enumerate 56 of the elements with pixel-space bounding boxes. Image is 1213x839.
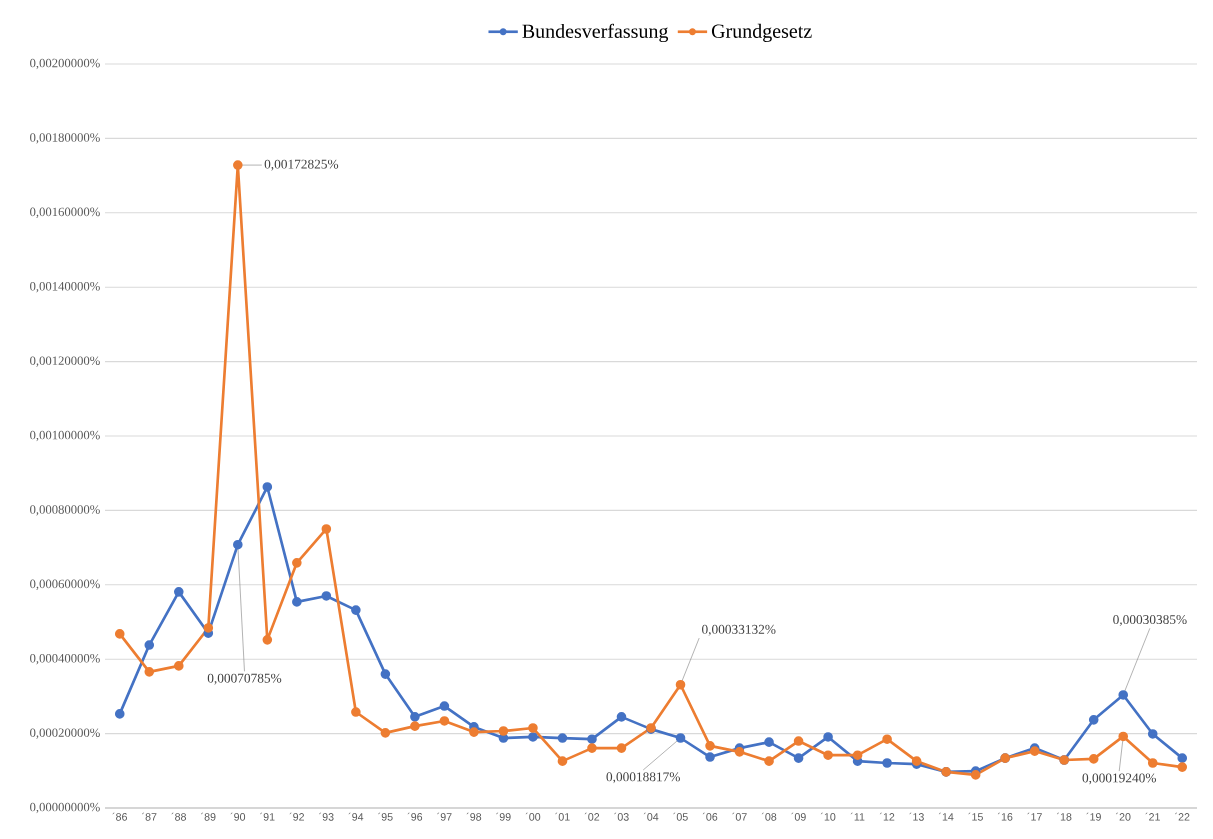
annotation: 0,00030385% xyxy=(1113,615,1187,626)
x-tick-label: ´04 xyxy=(643,812,659,821)
x-tick-label: ´13 xyxy=(909,812,924,821)
y-tick-label: 0,00060000% xyxy=(30,579,100,590)
x-tick-label: ´17 xyxy=(1027,812,1042,821)
y-tick-label: 0,00200000% xyxy=(30,58,100,70)
x-tick-label: ´22 xyxy=(1174,812,1190,821)
x-tick-label: ´20 xyxy=(1115,812,1131,821)
x-tick-label: ´21 xyxy=(1145,812,1160,821)
legend-label: Grundgesetz xyxy=(711,23,812,42)
x-tick-label: ´86 xyxy=(112,812,127,821)
y-tick-label: 0,00040000% xyxy=(30,654,100,665)
y-tick-label: 0,00120000% xyxy=(30,356,100,367)
x-tick-label: ´93 xyxy=(319,812,334,821)
x-tick-label: ´11 xyxy=(850,812,865,821)
x-tick-label: ´10 xyxy=(820,812,836,821)
x-tick-label: ´99 xyxy=(496,812,511,821)
x-tick-label: ´06 xyxy=(702,812,718,821)
x-tick-label: ´12 xyxy=(879,812,895,821)
x-tick-label: ´03 xyxy=(614,812,629,821)
x-tick-label: ´05 xyxy=(673,812,688,821)
x-tick-label: ´19 xyxy=(1086,812,1101,821)
x-tick-label: ´95 xyxy=(378,812,393,821)
y-tick-label: 0,00020000% xyxy=(30,728,100,739)
annotation: 0,00172825% xyxy=(264,159,339,171)
x-tick-label: ´90 xyxy=(230,812,246,821)
annotation: 0,00019240% xyxy=(1082,773,1156,785)
y-tick-label: 0,00180000% xyxy=(30,133,100,144)
x-tick-label: ´14 xyxy=(938,812,954,821)
y-tick-label: 0,00160000% xyxy=(30,207,100,218)
x-tick-label: ´87 xyxy=(141,812,157,821)
y-tick-label: 0,00100000% xyxy=(30,430,100,442)
x-tick-label: ´09 xyxy=(791,812,806,821)
y-tick-label: 0,00000000% xyxy=(30,802,100,814)
legend-label: Bundesverfassung xyxy=(522,23,669,43)
x-tick-label: ´02 xyxy=(584,812,600,821)
annotation: 0,00018817% xyxy=(606,772,680,784)
x-tick-label: ´15 xyxy=(968,812,983,821)
x-tick-label: ´88 xyxy=(171,812,187,821)
x-tick-label: ´16 xyxy=(997,812,1013,821)
x-tick-label: ´18 xyxy=(1056,812,1072,821)
y-tick-label: 0,00140000% xyxy=(30,282,100,293)
annotation: 0,00070785% xyxy=(207,673,282,685)
x-tick-label: ´94 xyxy=(348,812,364,821)
x-tick-label: ´01 xyxy=(555,812,570,821)
x-tick-label: ´00 xyxy=(525,812,541,821)
x-tick-label: ´07 xyxy=(732,812,747,821)
x-tick-label: ´91 xyxy=(260,812,275,821)
annotation: 0,00033132% xyxy=(702,624,776,636)
x-tick-label: ´98 xyxy=(466,812,482,821)
x-tick-label: ´97 xyxy=(437,812,452,821)
y-tick-label: 0,00080000% xyxy=(30,505,100,516)
x-tick-label: ´96 xyxy=(407,812,423,821)
x-tick-label: ´92 xyxy=(289,812,305,821)
x-tick-label: ´08 xyxy=(761,812,777,821)
x-tick-label: ´89 xyxy=(200,812,216,821)
